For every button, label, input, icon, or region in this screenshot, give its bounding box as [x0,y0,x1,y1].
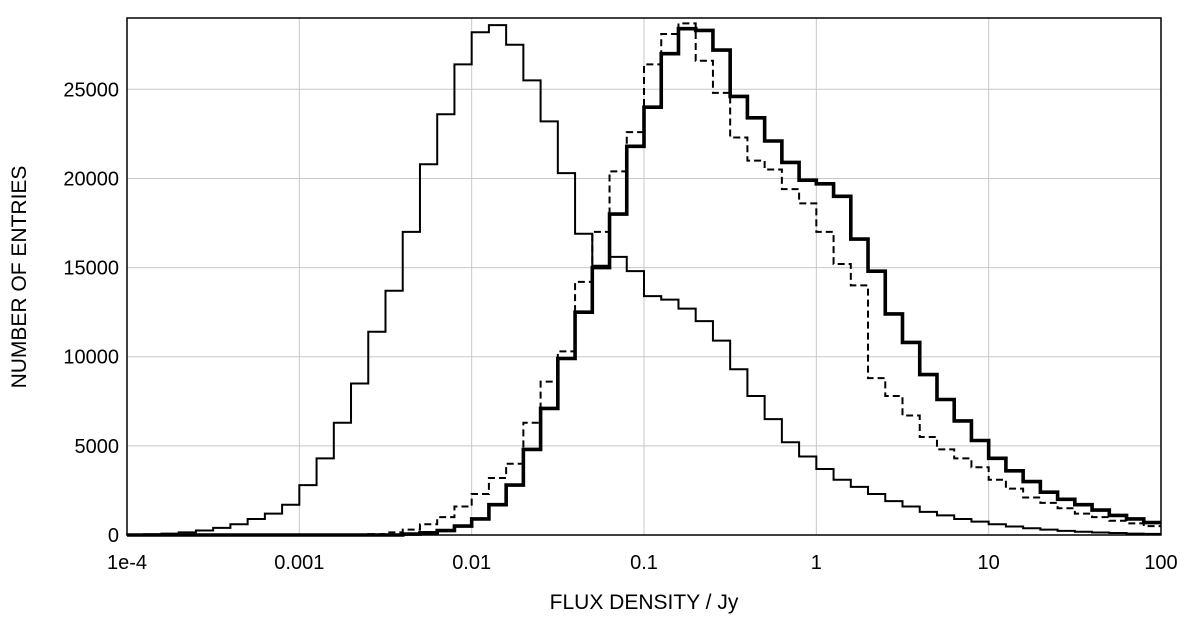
y-tick-label: 5000 [75,436,120,458]
x-axis-title: FLUX DENSITY / Jy [550,591,739,614]
series-dashed-histogram [127,22,1161,536]
series-thick-solid-histogram [127,26,1161,537]
y-tick-labels: 0 5000 10000 15000 20000 25000 [63,79,119,547]
x-tick-labels: 1e-4 0.001 0.01 0.1 1 10 100 [107,552,1178,574]
y-axis-title: NUMBER OF ENTRIES [8,166,31,389]
y-tick-label: 25000 [63,79,119,101]
y-tick-label: 0 [108,525,119,547]
x-tick-label: 10 [978,552,1000,574]
x-tick-label: 1 [811,552,822,574]
y-tick-label: 15000 [63,258,119,280]
x-tick-label: 100 [1144,552,1177,574]
plot-frame [126,17,1162,536]
x-tick-label: 0.001 [274,552,324,574]
series-thin-solid-histogram [126,24,1161,536]
x-tick-label: 0.1 [630,552,658,574]
x-tick-label: 0.01 [452,552,491,574]
y-tick-label: 20000 [63,168,119,190]
x-tick-label: 1e-4 [107,552,147,574]
y-tick-label: 10000 [63,347,119,369]
series-group [126,22,1161,537]
